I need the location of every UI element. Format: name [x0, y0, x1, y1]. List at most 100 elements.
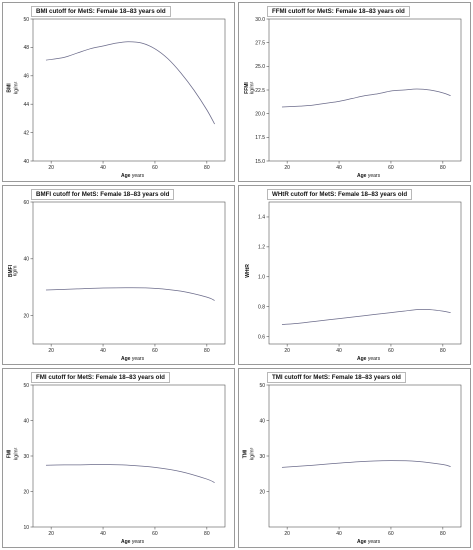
- y-tick-label: 50: [259, 383, 265, 389]
- plot-frame: [268, 201, 462, 345]
- x-tick-label: 20: [48, 531, 54, 537]
- x-axis-unit: years: [131, 539, 145, 545]
- x-axis-name: Age: [357, 539, 367, 545]
- x-tick-label: 40: [100, 348, 106, 354]
- x-axis-label: Age years: [357, 173, 380, 179]
- x-tick-label: 60: [152, 531, 158, 537]
- x-axis-label: Age years: [121, 356, 144, 362]
- x-tick-label: 40: [100, 531, 106, 537]
- x-axis-unit: years: [367, 173, 381, 179]
- y-axis-label: BMI: [6, 83, 13, 93]
- x-axis-label: Age years: [357, 539, 380, 545]
- y-tick-label: 30: [23, 454, 29, 460]
- x-tick-label: 80: [204, 531, 210, 537]
- chart-title: WHtR cutoff for MetS: Female 18–83 years…: [267, 189, 413, 200]
- x-axis-name: Age: [121, 539, 131, 545]
- y-tick-label: 40: [23, 418, 29, 424]
- y-tick-label: 1.4: [258, 215, 265, 221]
- y-tick-label: 44: [23, 102, 29, 108]
- y-axis-label: FMI: [6, 449, 13, 459]
- y-tick-label: 50: [23, 17, 29, 23]
- y-tick-label: 50: [23, 383, 29, 389]
- x-axis-unit: years: [131, 173, 145, 179]
- y-tick-label: 30: [259, 454, 265, 460]
- chart-title: FMI cutoff for MetS: Female 18–83 years …: [31, 372, 170, 383]
- panel-bmi: BMI cutoff for MetS: Female 18–83 years …: [2, 2, 235, 182]
- y-tick-label: 17.5: [255, 135, 265, 141]
- chart-plot: 20 40 60 80 40 42 44 46 48 50: [23, 17, 226, 171]
- panel-tmi: TMI cutoff for MetS: Female 18–83 years …: [238, 368, 471, 548]
- series-line: [45, 287, 215, 301]
- plot-frame: [268, 384, 462, 528]
- series-line: [45, 41, 215, 125]
- series-line: [281, 88, 451, 108]
- y-tick-label: 15.0: [255, 159, 265, 165]
- panel-bmfi: BMFI cutoff for MetS: Female 18–83 years…: [2, 185, 235, 365]
- x-tick-label: 20: [284, 348, 290, 354]
- x-tick-label: 20: [48, 348, 54, 354]
- x-axis-unit: years: [131, 356, 145, 362]
- chart-plot: 20 40 60 80 0.6 0.8 1.0 1.2 1.4: [258, 201, 462, 354]
- x-tick-label: 60: [152, 165, 158, 171]
- y-tick-label: 20: [259, 489, 265, 495]
- panel-ffmi: FFMI cutoff for MetS: Female 18–83 years…: [238, 2, 471, 182]
- chart-title: BMI cutoff for MetS: Female 18–83 years …: [31, 6, 171, 17]
- y-axis-unit: kg/m²: [249, 81, 256, 95]
- y-tick-label: 40: [23, 257, 29, 263]
- y-tick-label: 27.5: [255, 40, 265, 46]
- y-tick-label: 0.8: [258, 304, 265, 310]
- x-axis-name: Age: [121, 356, 131, 362]
- plot-frame: [32, 201, 226, 345]
- y-tick-label: 10: [23, 525, 29, 531]
- y-tick-label: 22.5: [255, 88, 265, 94]
- y-tick-label: 40: [23, 159, 29, 165]
- x-tick-label: 80: [440, 348, 446, 354]
- y-tick-label: 1.0: [258, 275, 265, 281]
- y-axis-label: WHtR: [244, 264, 251, 278]
- x-tick-label: 80: [204, 348, 210, 354]
- y-tick-label: 40: [259, 418, 265, 424]
- plot-frame: [32, 18, 226, 162]
- y-tick-label: 0.6: [258, 334, 265, 340]
- y-tick-label: 25.0: [255, 64, 265, 70]
- y-tick-label: 60: [23, 200, 29, 206]
- panel-fmi: FMI cutoff for MetS: Female 18–83 years …: [2, 368, 235, 548]
- y-tick-label: 20: [23, 313, 29, 319]
- y-tick-label: 20.0: [255, 111, 265, 117]
- x-tick-label: 60: [152, 348, 158, 354]
- chart-plot: 20 40 60 80 10 20 30 40 50: [23, 383, 226, 537]
- x-tick-label: 40: [336, 531, 342, 537]
- x-tick-label: 80: [440, 531, 446, 537]
- y-tick-label: 20: [23, 489, 29, 495]
- x-axis-label: Age years: [121, 539, 144, 545]
- series-line: [281, 309, 451, 325]
- x-axis-unit: years: [367, 539, 381, 545]
- y-axis-unit: kg/m²: [13, 447, 20, 461]
- chart-title: BMFI cutoff for MetS: Female 18–83 years…: [31, 189, 175, 200]
- x-tick-label: 60: [388, 165, 394, 171]
- x-axis-label: Age years: [121, 173, 144, 179]
- x-tick-label: 20: [48, 165, 54, 171]
- x-tick-label: 20: [284, 531, 290, 537]
- plot-frame: [32, 384, 226, 528]
- x-tick-label: 20: [284, 165, 290, 171]
- panel-whtr: WHtR cutoff for MetS: Female 18–83 years…: [238, 185, 471, 365]
- y-tick-label: 46: [23, 74, 29, 80]
- x-axis-name: Age: [357, 173, 367, 179]
- chart-title: TMI cutoff for MetS: Female 18–83 years …: [267, 372, 406, 383]
- x-axis-name: Age: [121, 173, 131, 179]
- x-tick-label: 80: [440, 165, 446, 171]
- x-tick-label: 60: [388, 531, 394, 537]
- x-tick-label: 40: [336, 348, 342, 354]
- x-tick-label: 40: [100, 165, 106, 171]
- chart-plot: 20 40 60 80 20 40 60: [23, 200, 226, 354]
- y-axis-unit: kg/m: [12, 265, 19, 277]
- x-tick-label: 40: [336, 165, 342, 171]
- x-axis-name: Age: [357, 356, 367, 362]
- y-tick-label: 30.0: [255, 17, 265, 23]
- y-axis-unit: kg/m³: [249, 447, 256, 461]
- x-axis-label: Age years: [357, 356, 380, 362]
- x-tick-label: 60: [388, 348, 394, 354]
- y-axis-label: TMI: [242, 449, 249, 459]
- y-axis-unit: kg/m²: [13, 81, 20, 95]
